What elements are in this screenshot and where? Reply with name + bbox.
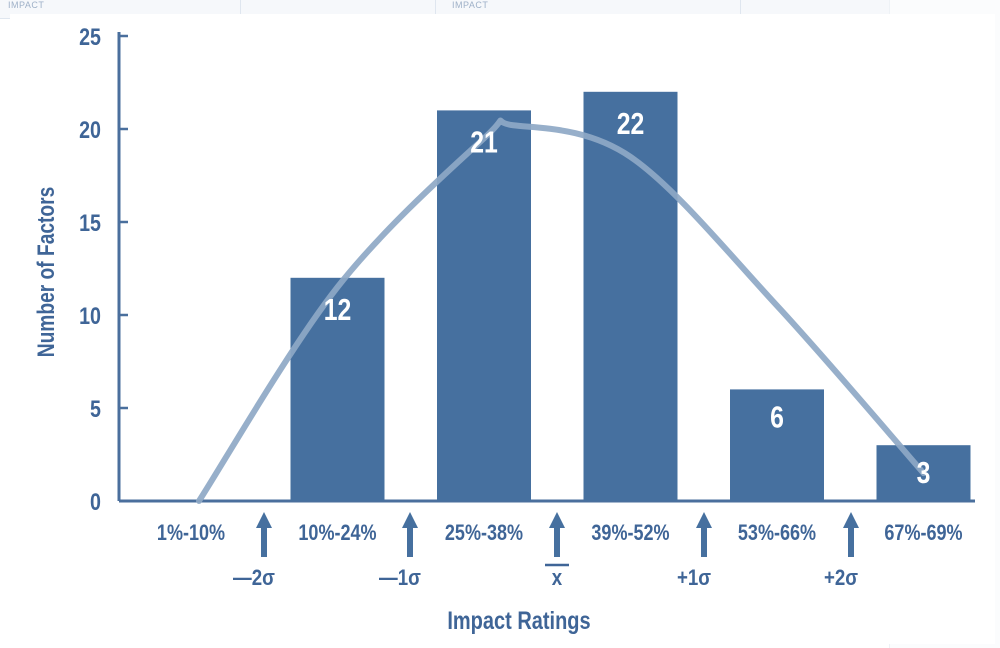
sigma-markers: —2σ —1σ x +1σ +2σ [233,512,859,590]
background-cell [435,0,741,18]
bar [583,91,678,502]
background-header-label: IMPACT [452,0,489,10]
x-category-label: 10%-24% [298,521,376,545]
bars [290,91,971,502]
background-cell [240,0,436,18]
bar [730,389,824,501]
arrow-up-icon [256,512,272,557]
background-header-label: IMPACT [8,0,45,10]
data-labels: 12 21 22 6 3 [324,106,931,490]
sigma-marker-label: —2σ [233,567,275,591]
bar-data-label: 6 [770,400,784,434]
sigma-marker-label: +2σ [824,567,858,591]
x-category-labels: 1%-10% 10%-24% 25%-38% 39%-52% 53%-66% 67%-69… [157,521,963,545]
y-tick-label: 10 [79,302,101,329]
sigma-marker-label: —1σ [379,567,421,591]
distribution-curve [196,117,927,504]
arrow-up-icon [402,512,418,557]
bar-data-label: 22 [617,106,645,140]
y-tick-label: 20 [79,116,101,143]
sigma-marker-label: +1σ [677,567,711,591]
y-tick-label: 25 [79,23,101,50]
x-category-label: 67%-69% [884,521,962,545]
arrow-up-icon [549,512,565,557]
arrow-up-icon [843,512,859,557]
bar [290,277,385,501]
arrow-up-icon [696,512,712,557]
y-axis-title: Number of Factors [32,187,60,358]
bar-data-label: 3 [917,456,931,490]
distribution-curve-layer [196,117,927,504]
x-category-label: 1%-10% [157,521,225,545]
y-tick-label: 5 [90,395,101,422]
y-tick-label: 0 [90,488,101,515]
x-category-label: 39%-52% [591,521,669,545]
x-category-label: 25%-38% [445,521,523,545]
bar-data-label: 21 [470,125,498,159]
y-tick-label: 15 [79,209,101,236]
axes [117,32,975,503]
sigma-marker-label: x [552,567,563,591]
background-cell [0,0,241,18]
y-tick-labels: 0 5 10 15 20 25 [79,23,101,515]
bar [437,110,531,502]
x-category-label: 53%-66% [738,521,816,545]
x-axis-title: Impact Ratings [447,607,590,635]
bar-data-label: 12 [324,292,352,326]
